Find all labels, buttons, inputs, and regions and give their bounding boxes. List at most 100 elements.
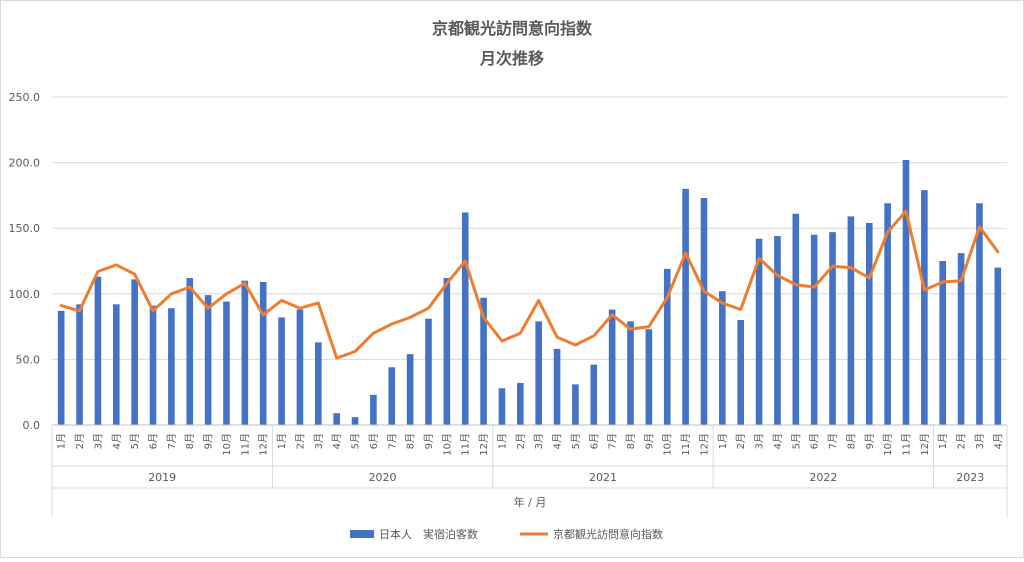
bar (994, 267, 1002, 425)
bar (370, 394, 377, 425)
series-line (59, 209, 1000, 360)
legend-swatch-bar (350, 530, 374, 538)
bar (259, 281, 267, 425)
x-tick-label: 6月 (809, 433, 821, 449)
x-tick-label: 12月 (919, 433, 931, 456)
bar (480, 297, 487, 425)
bar (755, 238, 763, 425)
x-tick-label: 2月 (294, 433, 306, 449)
bar (388, 367, 396, 425)
x-tick-label: 11月 (900, 433, 912, 456)
x-tick-label: 2月 (735, 433, 747, 449)
x-tick-label: 12月 (698, 433, 710, 456)
x-tick-label: 4月 (111, 433, 123, 449)
bar (810, 234, 818, 425)
legend-label-line: 京都観光訪問意向指数 (553, 527, 663, 541)
x-tick-label: 9月 (203, 433, 215, 449)
y-tick-label: 150.0 (9, 222, 41, 235)
x-tick-label: 1月 (717, 433, 729, 449)
x-tick-label: 9月 (423, 433, 435, 449)
x-tick-label: 8月 (184, 433, 196, 449)
bar (461, 212, 469, 425)
chart-title: 京都観光訪問意向指数 (432, 19, 593, 38)
bar (792, 213, 800, 425)
x-tick-label: 3月 (313, 433, 325, 449)
x-tick-label: 12月 (258, 433, 270, 456)
x-tick-label: 10月 (221, 433, 233, 456)
x-tick-label: 6月 (368, 433, 380, 449)
x-tick-label: 11月 (680, 433, 692, 456)
bar (131, 279, 138, 425)
bar (223, 301, 230, 425)
x-tick-label: 5月 (129, 433, 141, 449)
bar (204, 295, 212, 425)
x-tick-label: 12月 (478, 433, 490, 456)
x-tick-label: 6月 (588, 433, 600, 449)
bar (149, 305, 157, 425)
x-tick-label: 11月 (239, 433, 251, 456)
bar (443, 278, 451, 425)
bar (517, 383, 524, 425)
x-tick-label: 4月 (552, 433, 564, 449)
bar (425, 318, 432, 425)
bar (939, 261, 947, 425)
x-tick-label: 3月 (533, 433, 545, 449)
bar (498, 388, 506, 425)
bar (902, 159, 910, 425)
x-tick-label: 8月 (845, 433, 857, 449)
bar (627, 321, 634, 425)
chart-subtitle: 月次推移 (479, 49, 544, 68)
bar (572, 384, 579, 425)
bar (737, 320, 745, 425)
bar (645, 329, 653, 425)
x-axis-title: 年 / 月 (514, 495, 547, 509)
x-tick-label: 7月 (827, 433, 839, 449)
bar (884, 203, 891, 425)
bar (168, 308, 175, 425)
bar (57, 310, 65, 425)
x-axis: 1月 2月 3月 4月 5月 6月 7月 8月 9月 10月 11月 12月 1月 2月 3月 4月 5月 6月 7… (51, 424, 1008, 517)
bar (553, 348, 561, 425)
bar (865, 222, 873, 425)
x-tick-label: 2月 (74, 433, 86, 449)
x-tick-label: 7月 (607, 433, 619, 449)
bar (406, 354, 414, 425)
bar (682, 188, 689, 425)
line-series (59, 209, 1000, 360)
bar (700, 198, 708, 425)
x-tick-label: 2月 (515, 433, 527, 449)
bar (186, 278, 194, 425)
bar (608, 309, 616, 425)
bar (535, 321, 542, 425)
bar (241, 280, 249, 425)
bar (921, 190, 928, 425)
x-tick-label: 10月 (882, 433, 894, 456)
x-tick-label: 7月 (386, 433, 398, 449)
legend-label-bar: 日本人 実宿泊客数 (379, 527, 478, 541)
x-tick-label: 8月 (405, 433, 417, 449)
legend: 日本人 実宿泊客数 京都観光訪問意向指数 (350, 527, 663, 541)
bar (847, 216, 855, 425)
x-tick-label: 7月 (166, 433, 178, 449)
x-tick-label: 3月 (754, 433, 766, 449)
bar (829, 232, 836, 425)
x-tick-label: 9月 (864, 433, 876, 449)
bar (719, 291, 726, 425)
x-tick-label: 1月 (56, 433, 68, 449)
x-tick-label: 9月 (643, 433, 655, 449)
bar-series (57, 159, 1002, 425)
x-year-label: 2022 (809, 471, 837, 484)
bar (333, 413, 340, 425)
x-tick-label: 3月 (974, 433, 986, 449)
x-tick-label: 4月 (992, 433, 1004, 449)
bar (112, 304, 120, 425)
y-tick-label: 250.0 (9, 91, 41, 104)
x-tick-label: 5月 (350, 433, 362, 449)
x-tick-label: 11月 (460, 433, 472, 456)
x-tick-label: 4月 (331, 433, 343, 449)
bar (957, 253, 965, 425)
bar (774, 236, 781, 425)
y-tick-label: 0.0 (23, 419, 41, 432)
